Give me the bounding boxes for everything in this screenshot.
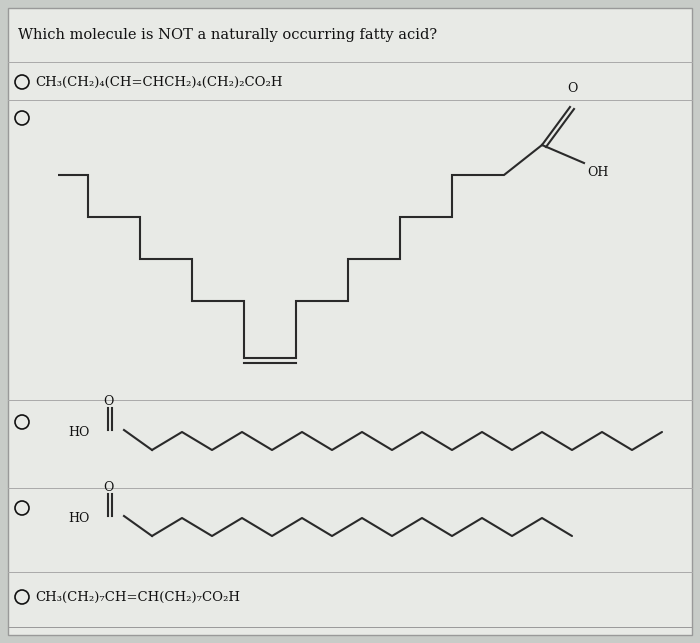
Text: O: O bbox=[103, 481, 113, 494]
Text: HO: HO bbox=[68, 426, 90, 440]
Text: O: O bbox=[103, 395, 113, 408]
Text: O: O bbox=[567, 82, 577, 95]
Text: Which molecule is NOT a naturally occurring fatty acid?: Which molecule is NOT a naturally occurr… bbox=[18, 28, 437, 42]
Text: OH: OH bbox=[587, 166, 608, 179]
Text: CH₃(CH₂)₄(CH=CHCH₂)₄(CH₂)₂CO₂H: CH₃(CH₂)₄(CH=CHCH₂)₄(CH₂)₂CO₂H bbox=[35, 75, 283, 89]
Text: HO: HO bbox=[68, 512, 90, 525]
FancyBboxPatch shape bbox=[8, 8, 692, 635]
Text: CH₃(CH₂)₇CH=CH(CH₂)₇CO₂H: CH₃(CH₂)₇CH=CH(CH₂)₇CO₂H bbox=[35, 590, 240, 604]
